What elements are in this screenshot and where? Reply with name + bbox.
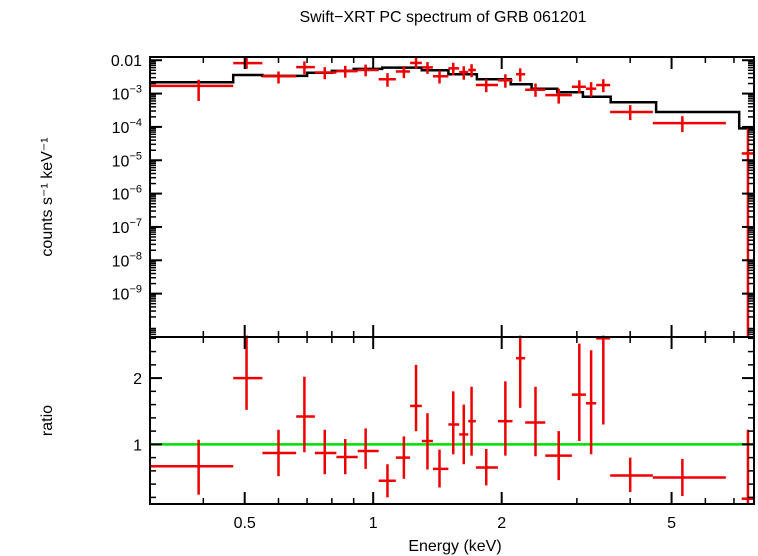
x-tick-label: 1	[369, 515, 378, 532]
spectrum-data-point	[497, 74, 513, 88]
spectrum-data-point	[545, 88, 572, 104]
model-step-line	[150, 66, 754, 130]
spectrum-data-point	[421, 62, 433, 74]
ratio-data-point	[475, 448, 498, 486]
ratio-data-point	[459, 404, 469, 465]
ratio-data-point	[233, 335, 263, 410]
spectrum-data-point	[741, 128, 754, 337]
ratio-data-point	[357, 428, 379, 469]
spectrum-data-point	[296, 61, 315, 75]
spectrum-y-ticks: 0.01 10−3 10−4 10−5 10−6 10−7 10−8 10−9	[111, 53, 754, 336]
x-tick-label: 5	[667, 515, 676, 532]
y-tick-label: 10−3	[112, 84, 142, 104]
ratio-data-point	[525, 386, 546, 457]
ratio-data-point	[585, 350, 597, 455]
spectrum-data-point	[652, 116, 726, 133]
ratio-y-ticks: 12	[133, 337, 754, 499]
y-tick-label: 10−9	[112, 284, 142, 304]
spectrum-data-point	[525, 83, 546, 97]
y-tick-label: 1	[133, 437, 142, 454]
spectrum-data-point	[233, 57, 263, 69]
spectrum-data-point	[448, 62, 460, 76]
ratio-data-point	[395, 436, 411, 479]
spectrum-data-point	[585, 82, 597, 97]
ratio-data-point	[296, 376, 315, 453]
ratio-data-point	[545, 431, 572, 481]
spectrum-data-point	[475, 79, 498, 93]
ratio-data-point	[448, 391, 460, 455]
chart-title: Swift−XRT PC spectrum of GRB 061201	[299, 9, 586, 26]
ratio-data-point	[262, 429, 297, 477]
y-tick-label: 2	[133, 371, 142, 388]
ratio-data-point	[515, 335, 526, 408]
y-tick-label: 10−5	[112, 150, 142, 170]
ratio-y-axis-label: ratio	[39, 405, 56, 436]
y-tick-label: 0.01	[111, 53, 142, 70]
ratio-x-ticks	[149, 337, 735, 504]
spectrum-data-points	[150, 57, 754, 337]
ratio-data-point	[497, 381, 513, 456]
ratio-data-point	[314, 429, 337, 475]
spectrum-panel: 0.01 10−3 10−4 10−5 10−6 10−7 10−8 10−9 counts …	[39, 53, 755, 338]
y-tick-label: 10−8	[112, 250, 142, 270]
spectrum-data-point	[150, 79, 234, 101]
ratio-data-point	[378, 464, 396, 498]
x-axis-label: Energy (keV)	[408, 538, 501, 555]
ratio-data-point	[150, 439, 234, 495]
spectrum-data-point	[468, 64, 476, 78]
spectrum-data-point	[432, 70, 449, 84]
spectrum-x-ticks	[149, 57, 735, 337]
x-tick-labels: 0.5 1 2 5	[234, 515, 677, 532]
spectrum-axes-frame	[149, 56, 755, 338]
ratio-data-point	[432, 449, 449, 488]
ratio-data-point	[336, 439, 358, 475]
ratio-data-point	[596, 335, 611, 425]
spectrum-data-point	[395, 66, 411, 79]
spectrum-data-point	[357, 64, 379, 77]
ratio-data-point	[421, 413, 433, 470]
spectrum-data-point	[515, 68, 526, 82]
ratio-axes-frame	[149, 336, 755, 505]
ratio-data-point	[652, 458, 726, 497]
spectrum-model-curve	[150, 66, 754, 130]
spectrum-data-point	[410, 57, 422, 69]
spectrum-y-axis-label: counts s⁻¹ keV⁻¹	[39, 137, 56, 256]
y-tick-label: 10−7	[112, 217, 142, 237]
spectrum-data-point	[336, 65, 358, 78]
spectrum-data-point	[571, 80, 586, 94]
spectrum-data-point	[314, 67, 337, 80]
spectrum-data-point	[378, 73, 396, 87]
ratio-data-point	[410, 364, 422, 432]
ratio-panel: 12 ratio	[39, 335, 755, 505]
x-tick-label: 2	[497, 515, 506, 532]
y-tick-label: 10−6	[112, 184, 142, 204]
ratio-data-point	[468, 386, 476, 456]
spectrum-data-point	[610, 105, 653, 121]
ratio-data-point	[571, 343, 586, 442]
ratio-data-point	[741, 429, 754, 504]
spectrum-data-point	[459, 66, 469, 80]
spectrum-data-point	[596, 79, 611, 93]
ratio-data-point	[610, 457, 653, 493]
ratio-data-points	[150, 335, 754, 504]
x-tick-label: 0.5	[234, 515, 256, 532]
spectrum-data-point	[262, 71, 297, 84]
y-tick-label: 10−4	[112, 117, 142, 137]
